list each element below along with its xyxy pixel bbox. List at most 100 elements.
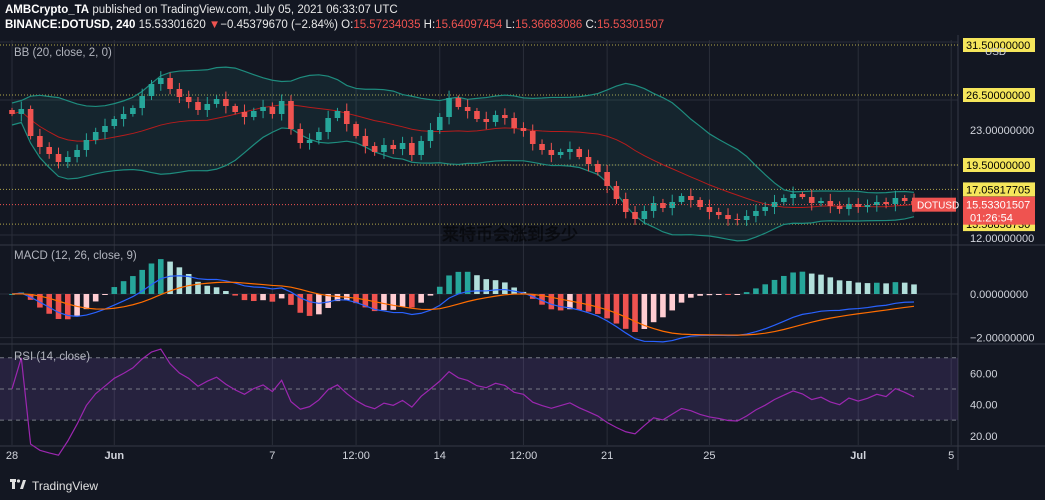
tradingview-brand[interactable]: TradingView (32, 479, 99, 493)
candle-body (260, 107, 266, 111)
candle-body (195, 102, 201, 110)
macd-histogram-bar (455, 271, 462, 294)
candle-body (632, 212, 638, 219)
candle-body (148, 84, 155, 96)
macd-histogram-bar (148, 263, 155, 294)
macd-histogram-bar (678, 294, 685, 303)
symbol-name[interactable]: BINANCE:DOTUSD, 240 (5, 19, 136, 31)
price-tick-label: 31.50000000 (966, 40, 1030, 52)
rsi-tick-label: 60.00 (970, 368, 998, 380)
macd-histogram-bar (660, 294, 666, 318)
symbol-tag: DOTUSD (917, 201, 959, 212)
price-tick-label-bg (963, 38, 1035, 52)
macd-histogram-bar (567, 294, 573, 310)
macd-histogram-bar (9, 294, 15, 295)
macd-histogram-bar (585, 294, 592, 312)
time-tick-label: 25 (703, 450, 715, 462)
candle-body (585, 157, 592, 164)
macd-histogram-bar (409, 294, 415, 308)
bb-basis-line (11, 104, 915, 209)
candle-body (641, 211, 648, 219)
macd-histogram-bar (204, 285, 211, 294)
bb-lower-line (11, 121, 915, 242)
macd-histogram-bar (548, 294, 555, 310)
candle-body (390, 145, 397, 149)
candle-body (529, 131, 536, 144)
macd-indicator-label[interactable]: MACD (12, 26, close, 9) (14, 250, 137, 262)
macd-histogram-bar (576, 294, 583, 311)
macd-histogram-bar (446, 275, 452, 294)
candle-body (111, 119, 118, 126)
candle-body (576, 149, 583, 157)
low-value: 15.36683086 (515, 19, 583, 31)
macd-histogram-bar (185, 273, 192, 294)
macd-histogram-bar (799, 271, 806, 294)
candle-body (399, 143, 406, 149)
macd-histogram-bar (892, 282, 899, 294)
macd-histogram-bar (688, 294, 694, 298)
candle-body (474, 111, 480, 119)
candle-body (492, 115, 499, 122)
candle-body (511, 118, 517, 128)
candle-body (120, 114, 127, 119)
candle-body (901, 198, 908, 201)
candle-body (446, 98, 452, 117)
candle-body (74, 150, 80, 157)
high-value: 15.64097454 (435, 19, 503, 31)
bb-indicator-label[interactable]: BB (20, close, 2, 0) (14, 47, 112, 59)
macd-histogram-bar (706, 294, 713, 296)
candle-body (46, 147, 52, 154)
rsi-tick-label: 40.00 (970, 400, 998, 412)
candle-body (297, 129, 304, 143)
macd-histogram-bar (83, 294, 90, 310)
candle-body (725, 215, 731, 219)
tradingview-logo-icon[interactable] (10, 479, 26, 493)
macd-histogram-bar (483, 279, 490, 294)
time-tick-label: Jun (105, 450, 125, 462)
macd-histogram-bar (436, 286, 443, 294)
macd-histogram-bar (213, 287, 220, 294)
macd-histogram-bar (241, 294, 248, 301)
time-tick-label: 7 (269, 450, 275, 462)
price-tick-label-bg (963, 182, 1035, 197)
macd-indicator (9, 259, 917, 343)
macd-histogram-bar (176, 267, 183, 294)
time-tick-label: 21 (601, 450, 613, 462)
macd-histogram-bar (399, 294, 406, 307)
price-tick-label: 23.00000000 (970, 125, 1034, 137)
open-label: O: (341, 19, 354, 31)
macd-histogram-bar (306, 294, 313, 316)
author-name[interactable]: AMBCrypto_TA (5, 4, 90, 16)
macd-histogram-bar (464, 271, 471, 294)
open-value: 15.57234035 (353, 19, 421, 31)
macd-histogram-bar (390, 294, 397, 310)
candle-body (734, 219, 741, 220)
bb-upper-line (11, 66, 915, 194)
macd-histogram-bar (269, 294, 276, 302)
candle-body (288, 101, 294, 129)
candle-body (241, 112, 248, 117)
rsi-indicator-label[interactable]: RSI (14, close) (14, 351, 90, 363)
macd-histogram-bar (808, 273, 815, 294)
rsi-line (11, 348, 915, 456)
candle-body (436, 117, 443, 130)
macd-histogram-bar (781, 275, 787, 294)
macd-histogram-bar (725, 294, 731, 295)
candle-body (418, 141, 424, 155)
published-text: published on TradingView.com, July 05, 2… (92, 4, 398, 16)
macd-histogram-bar (743, 292, 750, 294)
time-tick-label: 5 (948, 450, 954, 462)
candle-body (455, 98, 462, 107)
candle-body (362, 136, 369, 146)
currency-label: USD (985, 47, 1006, 58)
macd-histogram-bar (55, 294, 62, 319)
watermark-text: 莱特币会涨到多少 (442, 224, 578, 245)
candle-body (539, 144, 545, 150)
macd-histogram-bar (762, 284, 769, 294)
candle-body (613, 186, 620, 199)
candle-body (836, 206, 843, 209)
time-tick-label: Jul (850, 450, 866, 462)
macd-histogram-bar (492, 280, 499, 294)
macd-histogram-bar (836, 280, 843, 294)
candle-body (371, 146, 378, 152)
